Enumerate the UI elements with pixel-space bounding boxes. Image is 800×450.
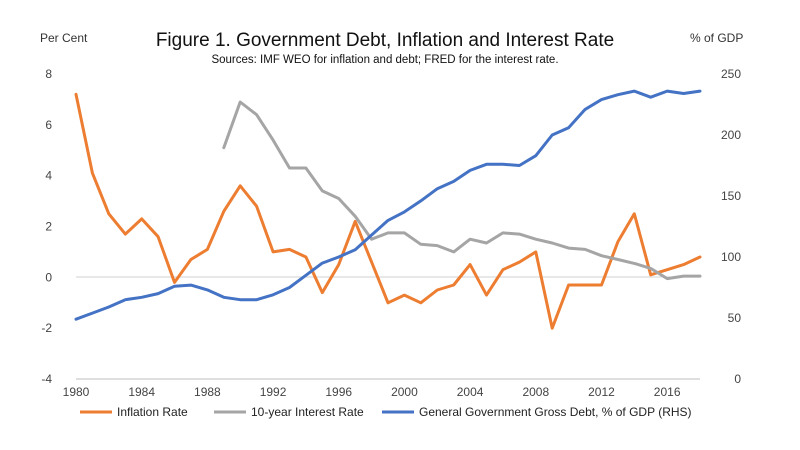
plot-area: [74, 89, 702, 330]
right-tick: 0: [734, 372, 741, 386]
right-tick: 200: [721, 128, 741, 142]
government-debt-line: [74, 89, 702, 321]
right-axis-ticks: 0 50 100 150 200 250: [721, 67, 741, 386]
x-tick: 2004: [457, 385, 484, 399]
x-tick: 1992: [260, 385, 287, 399]
legend-label: General Government Gross Debt, % of GDP …: [419, 405, 692, 419]
right-tick: 50: [728, 311, 742, 325]
legend-label: 10-year Interest Rate: [251, 405, 364, 419]
left-tick: -4: [41, 372, 52, 386]
left-axis-ticks: -4 -2 0 2 4 6 8: [41, 67, 52, 386]
x-tick: 1988: [194, 385, 221, 399]
legend-label: Inflation Rate: [117, 405, 188, 419]
x-tick: 2000: [391, 385, 418, 399]
x-tick: 2012: [588, 385, 615, 399]
right-tick: 150: [721, 189, 741, 203]
inflation-rate-line: [74, 92, 702, 330]
right-axis-label: % of GDP: [690, 31, 743, 45]
left-tick: 2: [45, 220, 52, 234]
left-tick: 0: [45, 270, 52, 284]
left-axis-label: Per Cent: [40, 31, 88, 45]
interest-rate-line: [222, 100, 702, 281]
x-axis-ticks: 1980 1984 1988 1992 1996 2000 2004 2008 …: [63, 385, 681, 399]
left-tick: -2: [41, 321, 52, 335]
x-tick: 1984: [128, 385, 155, 399]
x-tick: 1996: [325, 385, 352, 399]
x-tick: 2008: [522, 385, 549, 399]
left-tick: 4: [45, 169, 52, 183]
chart-title: Figure 1. Government Debt, Inflation and…: [156, 30, 614, 51]
x-tick: 2016: [654, 385, 681, 399]
legend: Inflation Rate 10-year Interest Rate Gen…: [80, 405, 692, 419]
chart-subtitle: Sources: IMF WEO for inflation and debt;…: [211, 54, 558, 66]
x-tick: 1980: [63, 385, 90, 399]
left-tick: 6: [45, 118, 52, 132]
right-tick: 100: [721, 250, 741, 264]
right-tick: 250: [721, 67, 741, 81]
left-tick: 8: [45, 67, 52, 81]
